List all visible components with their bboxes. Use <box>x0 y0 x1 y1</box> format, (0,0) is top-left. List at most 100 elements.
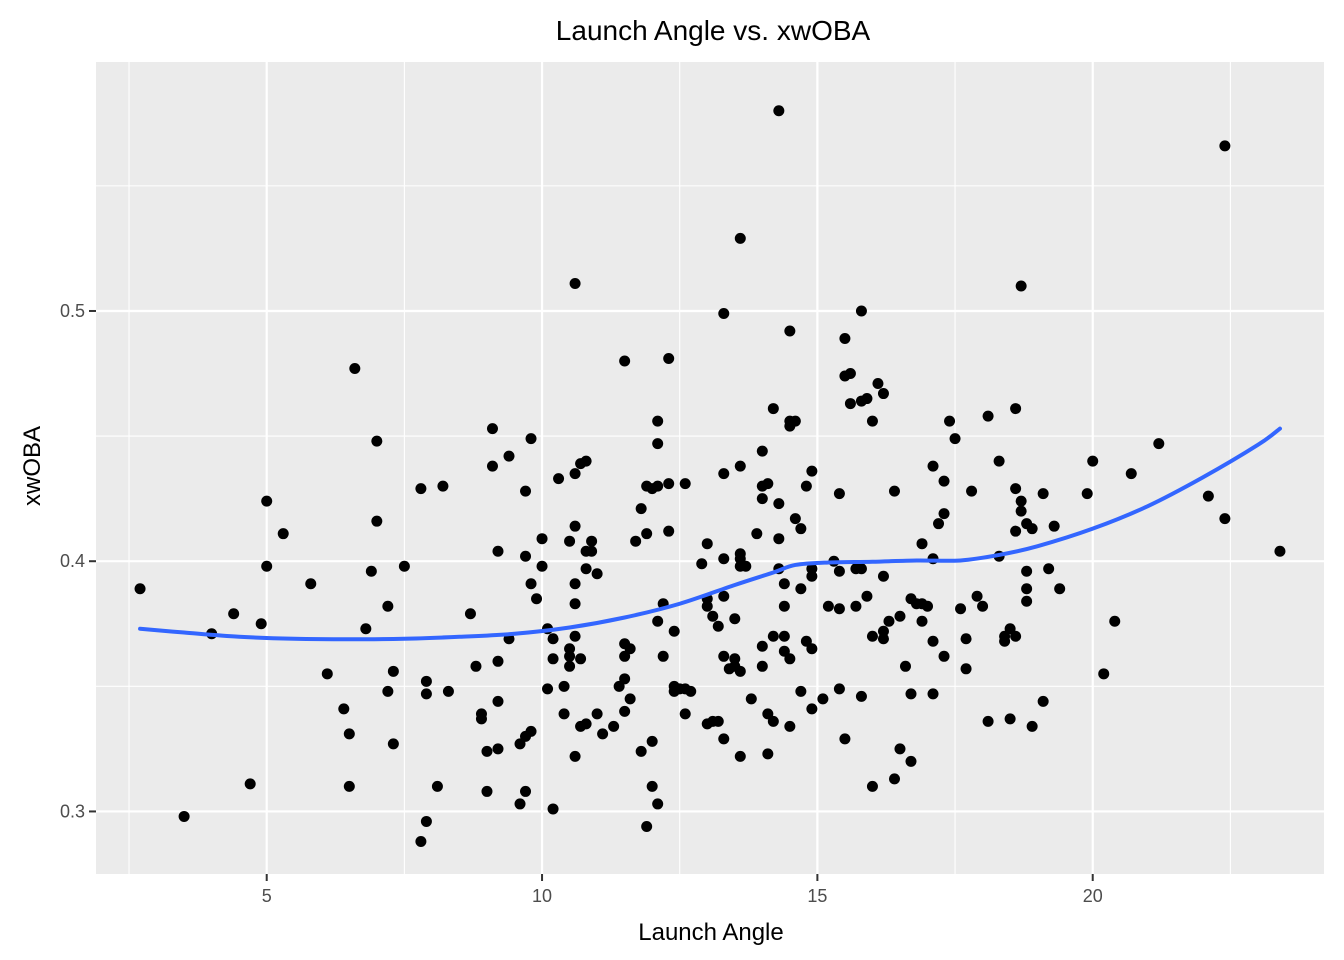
data-point <box>1098 668 1110 680</box>
data-point <box>1021 595 1033 607</box>
data-point <box>833 565 845 577</box>
data-point <box>1037 695 1049 707</box>
data-point <box>382 685 394 697</box>
data-point <box>387 665 399 677</box>
data-point <box>718 650 730 662</box>
data-point <box>767 403 779 415</box>
data-point <box>619 673 631 685</box>
data-point <box>1010 630 1022 642</box>
data-point <box>905 688 917 700</box>
data-point <box>646 735 658 747</box>
data-point <box>415 835 427 847</box>
data-point <box>795 583 807 595</box>
data-point <box>773 105 785 117</box>
data-point <box>569 630 581 642</box>
data-point <box>564 535 576 547</box>
data-point <box>833 488 845 500</box>
data-point <box>387 738 399 750</box>
data-point <box>360 623 372 635</box>
data-point <box>1202 490 1214 502</box>
data-point <box>894 610 906 622</box>
data-point <box>718 590 730 602</box>
data-point <box>877 570 889 582</box>
data-point <box>784 720 796 732</box>
data-point <box>536 560 548 572</box>
data-point <box>701 538 713 550</box>
data-point <box>525 433 537 445</box>
data-point <box>553 473 565 485</box>
data-point <box>1219 140 1231 152</box>
data-point <box>927 635 939 647</box>
data-point <box>944 415 956 427</box>
data-point <box>784 325 796 337</box>
data-point <box>679 708 691 720</box>
data-point <box>591 568 603 580</box>
data-point <box>437 480 449 492</box>
data-point <box>773 533 785 545</box>
data-point <box>547 653 559 665</box>
data-point <box>470 660 482 672</box>
data-point <box>795 685 807 697</box>
data-point <box>442 685 454 697</box>
data-point <box>1043 563 1055 575</box>
data-point <box>261 560 273 572</box>
data-point <box>464 608 476 620</box>
data-point <box>883 615 895 627</box>
data-point <box>1010 403 1022 415</box>
data-point <box>916 615 928 627</box>
data-point <box>751 528 763 540</box>
data-point <box>905 755 917 767</box>
data-point <box>866 415 878 427</box>
data-point <box>255 618 267 630</box>
data-point <box>833 683 845 695</box>
data-point <box>734 750 746 762</box>
y-tick-label: 0.5 <box>60 301 85 321</box>
data-point <box>564 650 576 662</box>
x-axis-title: Launch Angle <box>638 919 783 946</box>
data-point <box>371 435 383 447</box>
data-point <box>343 780 355 792</box>
data-point <box>228 608 240 620</box>
data-point <box>855 690 867 702</box>
data-point <box>938 508 950 520</box>
data-point <box>420 815 432 827</box>
data-point <box>277 528 289 540</box>
data-point <box>525 578 537 590</box>
data-point <box>839 333 851 345</box>
data-point <box>734 232 746 244</box>
data-point <box>635 503 647 515</box>
data-point <box>420 675 432 687</box>
data-point <box>580 563 592 575</box>
data-point <box>888 773 900 785</box>
data-point <box>1087 455 1099 467</box>
data-point <box>877 633 889 645</box>
data-point <box>740 560 752 572</box>
data-point <box>1026 523 1038 535</box>
data-point <box>520 485 532 497</box>
data-point <box>712 620 724 632</box>
data-point <box>806 643 818 655</box>
data-point <box>619 705 631 717</box>
data-point <box>718 468 730 480</box>
data-point <box>916 538 928 550</box>
data-point <box>558 708 570 720</box>
data-point <box>569 277 581 289</box>
data-point <box>833 603 845 615</box>
data-point <box>261 495 273 507</box>
data-point <box>569 598 581 610</box>
data-point <box>349 363 361 375</box>
data-point <box>1109 615 1121 627</box>
data-point <box>652 438 664 450</box>
data-point <box>982 410 994 422</box>
data-point <box>1015 280 1027 292</box>
smoothing-line <box>138 426 1282 642</box>
data-point <box>789 513 801 525</box>
data-point <box>922 600 934 612</box>
data-points <box>134 105 1286 847</box>
data-point <box>564 660 576 672</box>
data-point <box>712 715 724 727</box>
data-point <box>597 728 609 740</box>
data-point <box>492 655 504 667</box>
data-point <box>707 610 719 622</box>
data-point <box>492 743 504 755</box>
